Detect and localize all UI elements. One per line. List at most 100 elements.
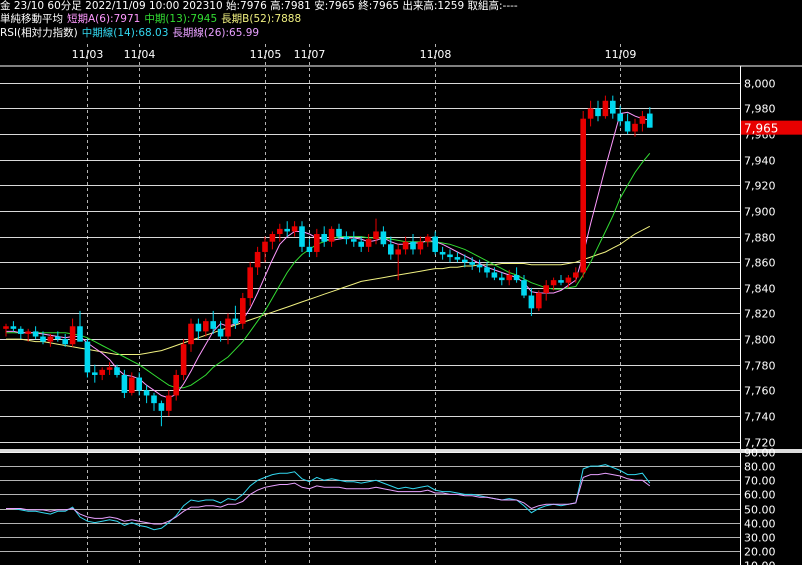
rsi-tick-label: 80.00 xyxy=(744,461,776,474)
candle-body xyxy=(314,234,320,252)
candle-body xyxy=(380,231,387,245)
candle-body xyxy=(462,259,468,263)
candle-body xyxy=(624,121,631,132)
last-price-label: 7,965 xyxy=(744,122,778,136)
candle-body xyxy=(254,251,261,268)
rsi-tick-label: 20.00 xyxy=(744,546,776,559)
candle-body xyxy=(106,367,113,370)
candle-body xyxy=(151,395,157,404)
last-price-box xyxy=(741,120,802,135)
price-tick-label: 7,720 xyxy=(744,437,776,450)
price-tick-label: 7,880 xyxy=(744,232,776,245)
price-tick-label: 7,900 xyxy=(744,206,776,219)
candle-body xyxy=(188,323,194,345)
price-tick-label: 7,860 xyxy=(744,257,776,270)
rsi-tick-label: 50.00 xyxy=(744,504,776,517)
candle-body xyxy=(573,272,579,278)
candle-body xyxy=(639,116,646,124)
candle-body xyxy=(25,331,31,334)
rsi-tick-label: 10.00 xyxy=(744,560,776,565)
candle-body xyxy=(528,295,535,309)
candle-body xyxy=(18,328,24,334)
candle-body xyxy=(136,377,142,391)
price-tick-label: 7,940 xyxy=(744,155,776,168)
rsi-mid-legend: 中期線(14):68.03 xyxy=(81,27,169,39)
candle-body xyxy=(513,275,520,281)
instrument-info: 金 23/10 60分足 2022/11/09 10:00 202310 始:7… xyxy=(0,0,518,12)
candle-body xyxy=(558,280,564,283)
candle-body xyxy=(306,246,313,252)
candle-body xyxy=(173,374,179,396)
candle-body xyxy=(284,228,290,232)
candle-body xyxy=(543,285,549,293)
candle-body xyxy=(121,374,128,393)
rsi-tick-label: 30.00 xyxy=(744,532,776,545)
candle-body xyxy=(240,298,246,324)
candle-body xyxy=(47,336,54,342)
candle-body xyxy=(358,241,364,247)
candle-body xyxy=(602,100,609,117)
rsi-tick-label: 70.00 xyxy=(744,475,776,488)
rsi-tick-label: 40.00 xyxy=(744,518,776,531)
date-label: 11/04 xyxy=(124,48,156,61)
ma-short-line xyxy=(6,111,650,399)
date-label: 11/08 xyxy=(420,48,452,61)
candle-body xyxy=(484,267,490,273)
candle-body xyxy=(439,251,446,255)
candle-body xyxy=(402,241,409,250)
price-tick-label: 7,780 xyxy=(744,360,776,373)
candle-body xyxy=(328,228,335,242)
candle-body xyxy=(447,254,453,258)
candle-body xyxy=(69,326,76,345)
candle-body xyxy=(632,123,638,132)
candle-body xyxy=(536,292,542,309)
candle-body xyxy=(365,239,372,247)
pane-divider xyxy=(0,449,802,453)
candle-body xyxy=(225,318,231,337)
candle-body xyxy=(550,280,557,286)
date-label: 11/09 xyxy=(605,48,637,61)
candle-body xyxy=(388,244,394,255)
axis-labels: 7,720 7,740 7,760 7,780 7,800 7,820 7,840 7,860… xyxy=(72,48,802,565)
instrument-header: 金 23/10 60分足 2022/11/09 10:00 202310 始:7… xyxy=(0,0,522,13)
candle-body xyxy=(277,228,283,235)
candle-body xyxy=(395,249,401,255)
price-tick-label: 7,800 xyxy=(744,334,776,347)
candle-body xyxy=(129,377,135,393)
candle-body xyxy=(476,264,483,268)
price-tick-label: 7,980 xyxy=(744,103,776,116)
price-tick-label: 7,760 xyxy=(744,385,776,398)
ma-mid-legend: 中期(13):7945 xyxy=(144,13,218,25)
candle-body xyxy=(84,341,91,373)
candle-body xyxy=(469,262,475,265)
candle-body xyxy=(491,272,498,278)
rsi-long-line xyxy=(6,472,651,525)
candle-body xyxy=(321,234,327,242)
candle-body xyxy=(247,267,253,299)
rsi-lines xyxy=(6,464,651,531)
candle-body xyxy=(521,280,527,296)
date-label: 11/05 xyxy=(250,48,282,61)
candle-body xyxy=(580,118,586,273)
candle-body xyxy=(158,403,165,411)
candle-body xyxy=(336,228,342,237)
rsi-legend: RSI(相対力指数) 中期線(14):68.03 長期線(26):65.99 xyxy=(0,27,263,40)
candle-body xyxy=(114,367,120,375)
chart-grid xyxy=(0,44,802,565)
candle-body xyxy=(432,236,438,252)
ma-legend: 単純移動平均 短期A(6):7971 中期(13):7945 長期B(52):7888 xyxy=(0,13,305,26)
candle-body xyxy=(454,257,461,260)
candle-body xyxy=(232,318,239,324)
candle-body xyxy=(299,226,305,247)
ma-title: 単純移動平均 xyxy=(0,13,63,25)
candle-body xyxy=(143,390,150,396)
price-tick-label: 7,920 xyxy=(744,180,776,193)
candle-body xyxy=(40,336,46,342)
candle-body xyxy=(217,328,224,337)
candle-body xyxy=(647,113,653,128)
price-tick-label: 7,820 xyxy=(744,308,776,321)
candle-body xyxy=(180,344,187,375)
candle-body xyxy=(617,113,623,122)
candle-body xyxy=(343,236,350,240)
